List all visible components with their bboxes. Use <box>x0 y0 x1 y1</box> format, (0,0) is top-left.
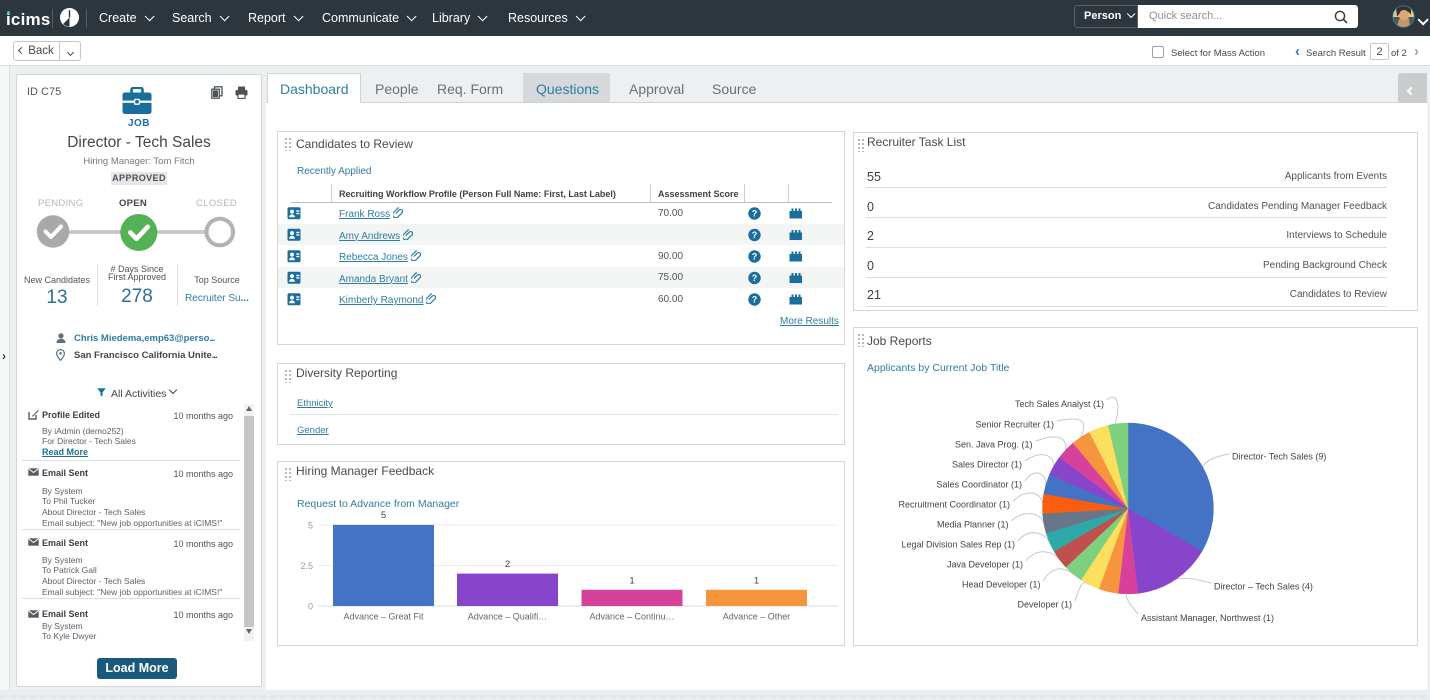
svg-text:Director- Tech Sales (9): Director- Tech Sales (9) <box>1232 452 1326 462</box>
svg-text:Recruitment Coordinator (1): Recruitment Coordinator (1) <box>898 500 1010 510</box>
svg-text:1: 1 <box>629 576 634 587</box>
svg-text:Java Developer (1): Java Developer (1) <box>947 560 1023 570</box>
svg-text:Head Developer (1): Head Developer (1) <box>962 580 1041 590</box>
svg-text:Assistant Manager, Northwest (: Assistant Manager, Northwest (1) <box>1141 613 1274 623</box>
svg-text:Advance – Continu…: Advance – Continu… <box>589 612 674 622</box>
svg-text:Media Planner (1): Media Planner (1) <box>937 520 1009 530</box>
svg-text:2.5: 2.5 <box>300 561 313 571</box>
svg-text:1: 1 <box>754 576 759 587</box>
svg-text:Sales Coordinator (1): Sales Coordinator (1) <box>936 480 1022 490</box>
svg-text:Senior Recruiter (1): Senior Recruiter (1) <box>975 420 1054 430</box>
svg-text:Sen. Java Prog. (1): Sen. Java Prog. (1) <box>955 440 1033 450</box>
svg-text:Tech Sales Analyst (1): Tech Sales Analyst (1) <box>1015 399 1104 409</box>
svg-text:Developer (1): Developer (1) <box>1017 600 1072 610</box>
svg-text:Sales Director (1): Sales Director (1) <box>952 460 1022 470</box>
svg-text:5: 5 <box>381 510 386 521</box>
svg-text:5: 5 <box>308 521 313 531</box>
svg-text:Advance – Great Fit: Advance – Great Fit <box>343 612 424 622</box>
svg-text:Legal Division Sales Rep (1): Legal Division Sales Rep (1) <box>901 540 1015 550</box>
svg-text:2: 2 <box>505 559 510 570</box>
svg-text:Advance – Qualifi…: Advance – Qualifi… <box>468 612 548 622</box>
svg-text:Advance – Other: Advance – Other <box>723 612 791 622</box>
svg-text:0: 0 <box>308 602 313 612</box>
svg-text:Director – Tech Sales (4): Director – Tech Sales (4) <box>1214 582 1313 592</box>
